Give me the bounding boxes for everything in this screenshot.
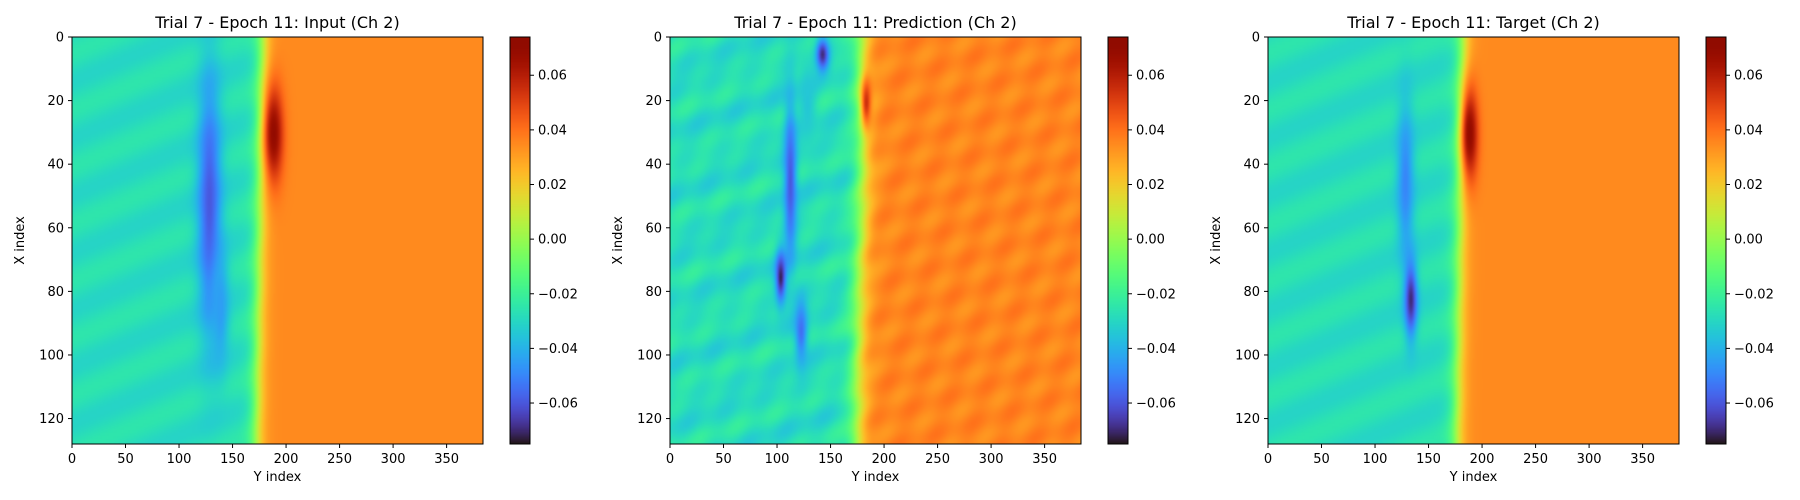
y-tick-label: 80 (1243, 285, 1260, 300)
y-axis-label: X index (1209, 216, 1224, 265)
y-tick-label: 40 (1243, 158, 1260, 173)
y-tick-label: 80 (47, 285, 64, 300)
y-tick-label: 100 (637, 348, 662, 363)
x-tick-label: 200 (274, 452, 299, 467)
x-tick-label: 350 (1032, 452, 1057, 467)
heatmap-image (1268, 37, 1679, 444)
colorbar-tick-label: −0.02 (538, 287, 578, 302)
y-tick-label: 80 (645, 285, 662, 300)
x-tick-label: 50 (117, 452, 134, 467)
y-tick-label: 20 (47, 94, 64, 109)
y-tick-label: 60 (47, 221, 64, 236)
x-tick-label: 200 (872, 452, 897, 467)
x-tick-label: 150 (1416, 452, 1441, 467)
colorbar-tick-label: −0.04 (1136, 342, 1176, 357)
x-axis-label: Y index (1449, 470, 1498, 485)
colorbar-tick-label: 0.00 (1734, 233, 1763, 248)
colorbar-tick-label: −0.04 (538, 342, 578, 357)
colorbar-frame (1705, 36, 1727, 445)
colorbar-tick-label: 0.02 (1136, 178, 1165, 193)
x-tick-label: 150 (220, 452, 245, 467)
colorbar (1706, 37, 1726, 444)
x-tick-label: 250 (327, 452, 352, 467)
y-axis-label: X index (611, 216, 626, 265)
x-tick-label: 50 (715, 452, 732, 467)
chart-title: Trial 7 - Epoch 11: Prediction (Ch 2) (733, 13, 1016, 32)
x-tick-label: 350 (434, 452, 459, 467)
y-tick-label: 40 (645, 158, 662, 173)
chart-panel-1: Trial 7 - Epoch 11: Input (Ch 2) 0 50 100 15… (13, 13, 578, 485)
chart-title: Trial 7 - Epoch 11: Target (Ch 2) (1346, 13, 1599, 32)
y-axis-label: X index (13, 216, 28, 265)
x-tick-label: 100 (167, 452, 192, 467)
y-tick-label: 120 (39, 412, 64, 427)
axes-frame (1267, 36, 1680, 445)
y-tick-label: 100 (39, 348, 64, 363)
y-tick-label: 0 (654, 31, 662, 46)
colorbar-tick-label: −0.04 (1734, 342, 1774, 357)
colorbar-tick-label: 0.06 (1734, 69, 1763, 84)
colorbar-tick-label: −0.02 (1734, 287, 1774, 302)
colorbar-tick-label: −0.06 (1734, 397, 1774, 412)
y-tick-label: 0 (1252, 31, 1260, 46)
y-tick-label: 120 (637, 412, 662, 427)
x-tick-label: 50 (1313, 452, 1330, 467)
chart-panel-2: Trial 7 - Epoch 11: Prediction (Ch 2) 0 50… (611, 13, 1176, 485)
colorbar-tick-label: 0.00 (1136, 233, 1165, 248)
x-tick-label: 300 (381, 452, 406, 467)
colorbar-frame (1107, 36, 1129, 445)
colorbar-tick-label: 0.04 (1136, 123, 1165, 138)
x-tick-label: 100 (765, 452, 790, 467)
chart-title: Trial 7 - Epoch 11: Input (Ch 2) (154, 13, 399, 32)
colorbar-tick-label: −0.06 (538, 397, 578, 412)
x-tick-label: 250 (925, 452, 950, 467)
colorbar-tick-label: 0.00 (538, 233, 567, 248)
y-tick-label: 100 (1235, 348, 1260, 363)
x-tick-label: 200 (1470, 452, 1495, 467)
colorbar-frame (509, 36, 531, 445)
colorbar (1108, 37, 1128, 444)
y-tick-label: 60 (645, 221, 662, 236)
x-tick-label: 0 (666, 452, 674, 467)
x-tick-label: 150 (818, 452, 843, 467)
x-axis-label: Y index (253, 470, 302, 485)
y-tick-label: 60 (1243, 221, 1260, 236)
chart-panel-3: Trial 7 - Epoch 11: Target (Ch 2) 0 50 100 1… (1209, 13, 1774, 485)
colorbar-tick-label: 0.06 (538, 69, 567, 84)
colorbar-tick-label: 0.04 (1734, 123, 1763, 138)
colorbar-tick-label: 0.04 (538, 123, 567, 138)
heatmap-image (670, 37, 1081, 444)
colorbar-tick-label: 0.06 (1136, 69, 1165, 84)
x-tick-label: 350 (1630, 452, 1655, 467)
y-tick-label: 40 (47, 158, 64, 173)
x-tick-label: 0 (1264, 452, 1272, 467)
colorbar-tick-label: −0.02 (1136, 287, 1176, 302)
axes-frame (71, 36, 484, 445)
colorbar-tick-label: 0.02 (1734, 178, 1763, 193)
y-tick-label: 20 (645, 94, 662, 109)
x-tick-label: 0 (68, 452, 76, 467)
x-tick-label: 300 (1577, 452, 1602, 467)
x-tick-label: 250 (1523, 452, 1548, 467)
x-axis-label: Y index (851, 470, 900, 485)
y-tick-label: 120 (1235, 412, 1260, 427)
x-tick-label: 300 (979, 452, 1004, 467)
y-tick-label: 20 (1243, 94, 1260, 109)
heatmap-image (72, 37, 483, 444)
colorbar-tick-label: −0.06 (1136, 397, 1176, 412)
y-tick-label: 0 (56, 31, 64, 46)
x-tick-label: 100 (1363, 452, 1388, 467)
colorbar-tick-label: 0.02 (538, 178, 567, 193)
axes-frame (669, 36, 1082, 445)
colorbar (510, 37, 530, 444)
